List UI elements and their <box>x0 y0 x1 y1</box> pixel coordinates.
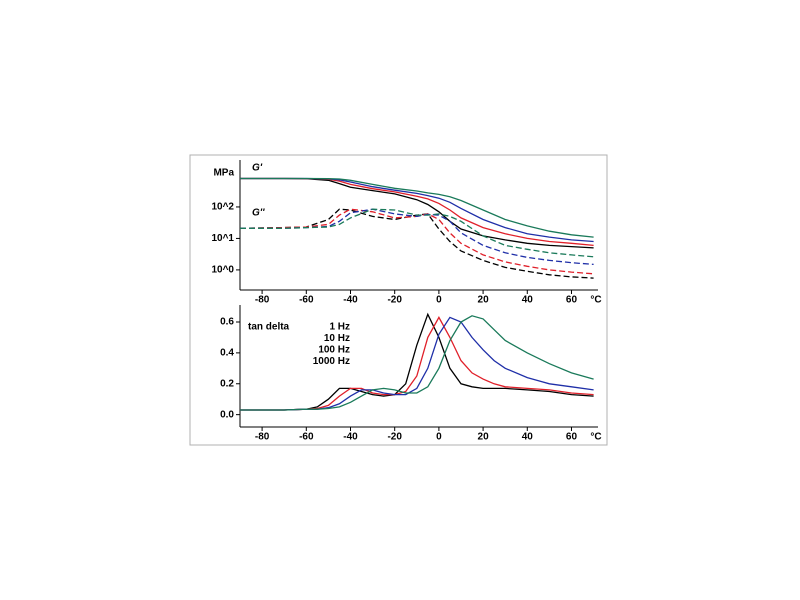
x-tick-label: 20 <box>478 432 490 443</box>
frame <box>189 154 608 446</box>
line-series <box>240 312 594 411</box>
x-tick-label: 0 <box>436 432 442 443</box>
x-unit-label: °C <box>590 295 601 306</box>
x-tick-label: -20 <box>387 295 402 306</box>
x-tick-label: 0 <box>436 295 442 306</box>
legend-label: 10 Hz <box>324 333 350 344</box>
x-tick-label: 40 <box>522 432 534 443</box>
line-series <box>240 177 594 238</box>
x-tick-label: 60 <box>566 432 578 443</box>
line-series <box>240 316 594 411</box>
x-tick-label: -40 <box>343 432 358 443</box>
line-series <box>240 208 594 258</box>
line-series <box>240 208 594 266</box>
x-tick-label: -80 <box>255 295 270 306</box>
x-tick-label: -60 <box>299 295 314 306</box>
line-series <box>240 177 594 249</box>
y-tick-label: 0.0 <box>220 409 234 420</box>
x-tick-label: 40 <box>522 295 534 306</box>
y-label: tan delta <box>248 322 290 333</box>
line-series <box>240 316 594 411</box>
y-tick-label: 0.2 <box>220 378 234 389</box>
y-tick-label: 0.6 <box>220 317 234 328</box>
x-tick-label: -60 <box>299 432 314 443</box>
unit-label: MPa <box>213 168 234 179</box>
y-tick-label: 10^1 <box>211 233 234 244</box>
legend-label: 1000 Hz <box>313 356 350 367</box>
y-tick-label: 10^0 <box>211 265 234 276</box>
line-series <box>240 315 594 411</box>
x-tick-label: -40 <box>343 295 358 306</box>
legend-label: 100 Hz <box>318 345 350 356</box>
annotation: G' <box>252 163 263 174</box>
x-tick-label: 20 <box>478 295 490 306</box>
x-tick-label: -80 <box>255 432 270 443</box>
y-tick-label: 10^2 <box>211 202 234 213</box>
x-unit-label: °C <box>590 432 601 443</box>
y-tick-label: 0.4 <box>220 348 234 359</box>
x-tick-label: 60 <box>566 295 578 306</box>
annotation: G'' <box>252 208 265 219</box>
legend-label: 1 Hz <box>329 322 350 333</box>
x-tick-label: -20 <box>387 432 402 443</box>
